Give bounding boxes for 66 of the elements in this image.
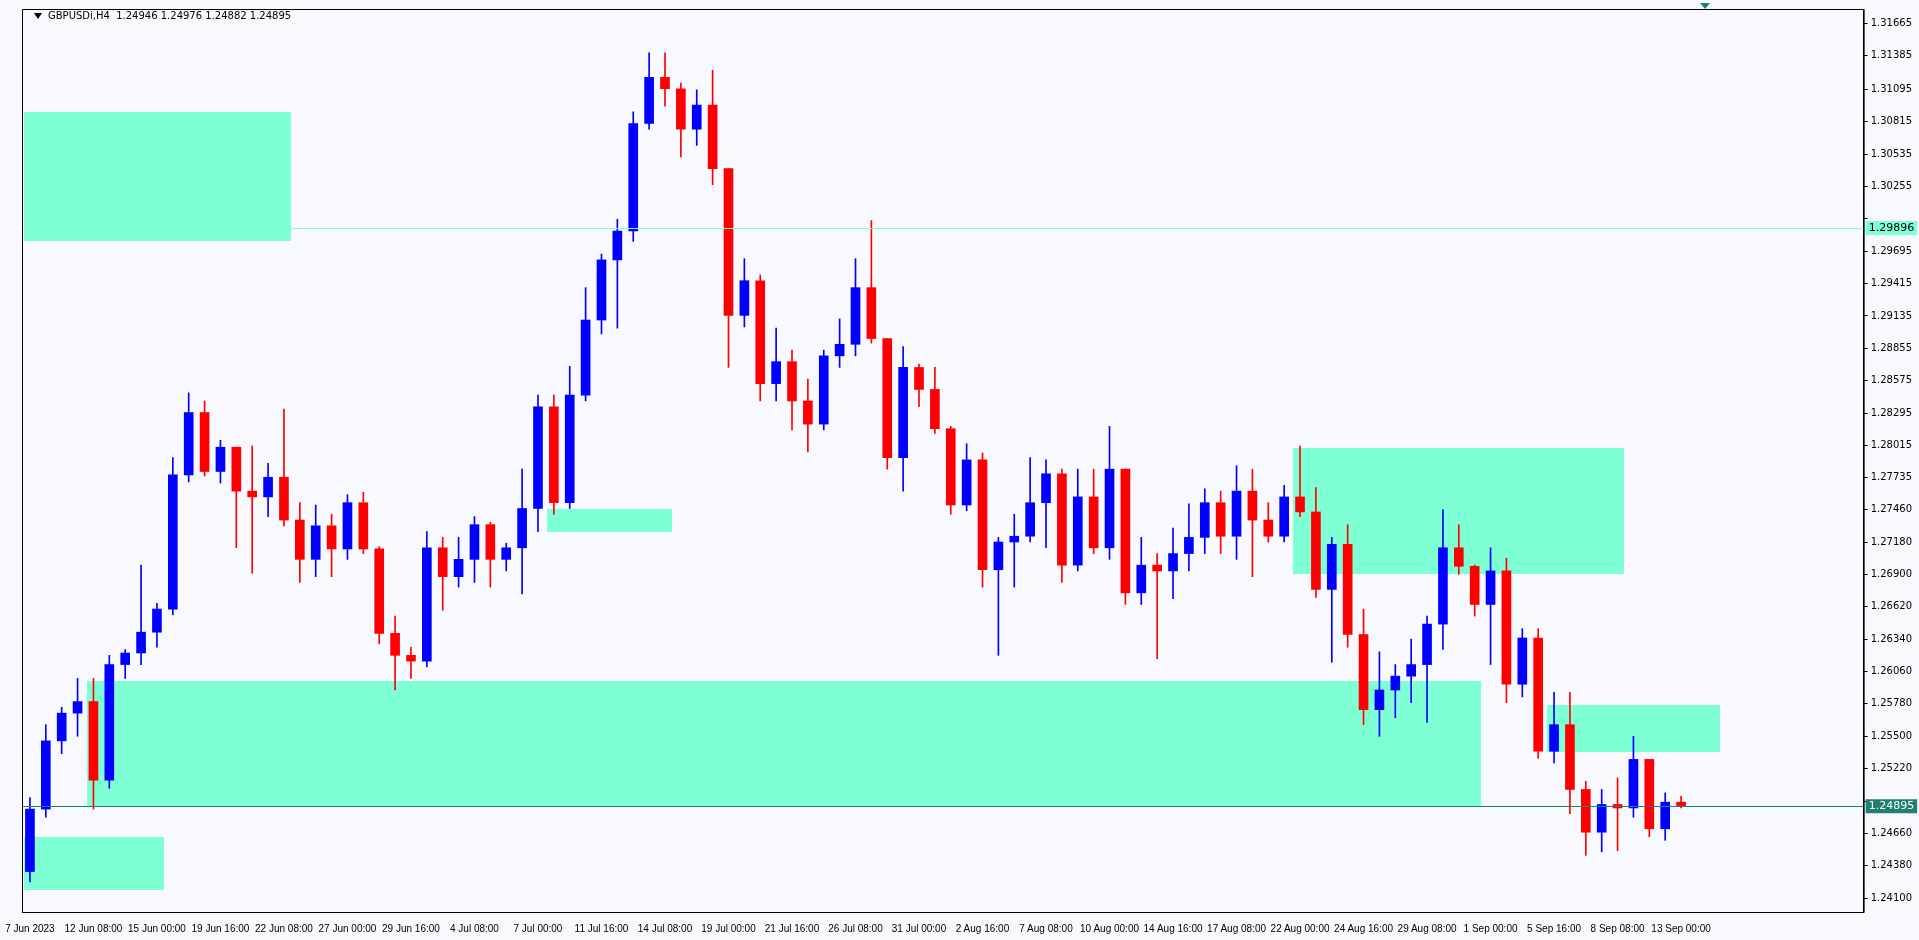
y-tick-label: 1.31095 (1870, 82, 1913, 94)
x-tick-label: 19 Jun 16:00 (191, 922, 250, 934)
x-tick-label: 13 Sep 00:00 (1651, 922, 1712, 934)
y-tick-label: 1.25780 (1870, 697, 1913, 709)
y-tick-label: 1.28855 (1870, 341, 1913, 353)
y-tick-label: 1.31385 (1870, 49, 1913, 61)
y-tick-label: 1.26060 (1870, 665, 1913, 677)
x-tick-label: 4 Jul 08:00 (450, 922, 500, 934)
y-tick-label: 1.27735 (1870, 471, 1913, 483)
ref-line-label: 1.29896 (1868, 220, 1915, 234)
chart-title: GBPUSDi,H4 1.24946 1.24976 1.24882 1.24895 (48, 10, 292, 21)
y-tick-label: 1.25220 (1870, 762, 1913, 774)
y-tick-label: 1.24660 (1870, 826, 1913, 838)
y-tick-label: 1.26900 (1870, 567, 1913, 579)
x-tick-label: 26 Jul 08:00 (828, 922, 884, 934)
x-tick-label: 11 Jul 16:00 (574, 922, 629, 934)
y-tick-label: 1.29695 (1870, 244, 1913, 256)
candlestick (660, 52, 670, 107)
candlestick (1009, 513, 1020, 588)
x-tick-label: 21 Jul 16:00 (764, 922, 820, 934)
candlestick (1406, 638, 1416, 704)
candlestick (1295, 445, 1305, 517)
x-tick-label: 5 Sep 16:00 (1527, 922, 1582, 934)
y-tick-label: 1.30815 (1870, 115, 1913, 127)
y-tick-label: 1.29135 (1870, 309, 1913, 321)
x-tick-label: 14 Jul 08:00 (637, 922, 693, 934)
y-tick-label: 1.30255 (1870, 180, 1913, 192)
x-tick-label: 14 Aug 16:00 (1143, 922, 1203, 934)
y-tick-label: 1.28575 (1870, 374, 1913, 386)
y-tick-label: 1.26620 (1870, 600, 1913, 612)
x-tick-label: 19 Jul 00:00 (701, 922, 757, 934)
ref-line-label: 1.24895 (1868, 799, 1915, 813)
x-tick-label: 31 Jul 00:00 (891, 922, 947, 934)
x-tick-label: 10 Aug 00:00 (1080, 922, 1140, 934)
y-tick-label: 1.29415 (1870, 277, 1913, 289)
y-tick-label: 1.24100 (1870, 891, 1913, 903)
x-tick-label: 27 Jun 00:00 (318, 922, 377, 934)
candlestick (1168, 527, 1178, 599)
x-tick-label: 17 Aug 08:00 (1207, 922, 1267, 934)
x-tick-label: 22 Aug 00:00 (1270, 922, 1330, 934)
x-tick-label: 2 Aug 16:00 (955, 922, 1010, 934)
y-tick-label: 1.27460 (1870, 503, 1913, 515)
y-tick-label: 1.28015 (1870, 439, 1913, 451)
x-tick-label: 1 Sep 00:00 (1463, 922, 1518, 934)
x-tick-label: 8 Sep 08:00 (1590, 922, 1645, 934)
candlestick (1152, 553, 1162, 660)
candlestick (1390, 664, 1401, 719)
candlestick (136, 564, 146, 665)
y-tick-label: 1.31665 (1870, 17, 1913, 29)
x-tick-label: 29 Jun 16:00 (382, 922, 441, 934)
y-tick-label: 1.27180 (1870, 535, 1913, 547)
y-tick-label: 1.25500 (1870, 729, 1913, 741)
candlestick (247, 445, 258, 574)
x-tick-label: 12 Jun 08:00 (64, 922, 123, 934)
x-tick-label: 15 Jun 00:00 (128, 922, 187, 934)
y-tick-label: 1.24380 (1870, 859, 1913, 871)
y-tick-label: 1.30535 (1870, 147, 1913, 159)
x-tick-label: 24 Aug 16:00 (1334, 922, 1394, 934)
x-tick-label: 7 Aug 08:00 (1019, 922, 1074, 934)
y-tick-label: 1.28295 (1870, 406, 1913, 418)
x-tick-label: 22 Jun 08:00 (255, 922, 314, 934)
x-tick-label: 7 Jun 2023 (5, 922, 56, 934)
y-tick-label: 1.26340 (1870, 632, 1913, 644)
candlestick (406, 646, 416, 679)
x-tick-label: 29 Aug 08:00 (1397, 922, 1457, 934)
x-tick-label: 7 Jul 00:00 (513, 922, 563, 934)
